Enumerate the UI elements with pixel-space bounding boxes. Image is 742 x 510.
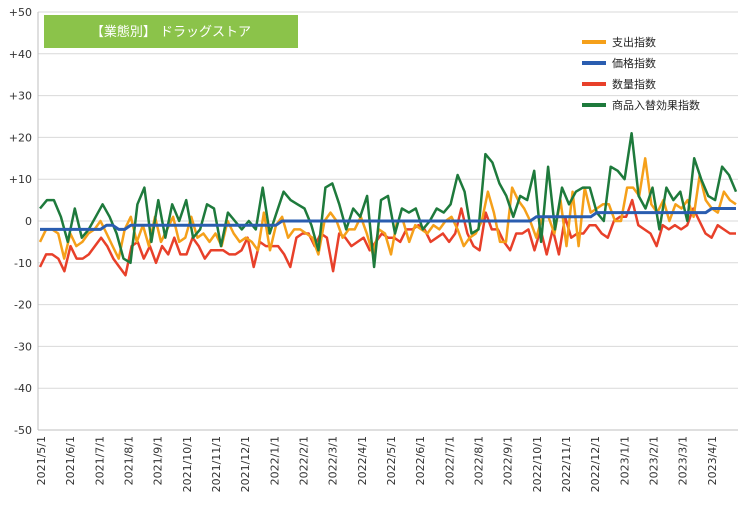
x-tick-label: 2021/11/1 (210, 436, 223, 492)
x-tick-label: 2022/11/1 (560, 436, 573, 492)
x-tick-label: 2022/12/1 (589, 436, 602, 492)
x-tick-label: 2023/1/1 (618, 436, 631, 485)
x-tick-label: 2022/3/1 (327, 436, 340, 485)
series-line-0 (38, 157, 737, 260)
y-tick-label: +50 (9, 6, 32, 19)
x-tick-label: 2023/3/1 (677, 436, 690, 485)
x-tick-label: 2021/12/1 (239, 436, 252, 492)
y-tick-label: +10 (9, 173, 32, 186)
series-lines (38, 131, 738, 277)
x-tick-label: 2023/4/1 (706, 436, 719, 485)
series-line-1 (40, 207, 736, 231)
y-tick-label: -50 (14, 424, 32, 437)
legend-label: 数量指数 (612, 77, 656, 91)
legend-label: 商品入替効果指数 (612, 98, 700, 112)
legend-label: 価格指数 (612, 56, 656, 70)
x-tick-label: 2022/5/1 (385, 436, 398, 485)
chart-title-box: 【業態別】 ドラッグストア (44, 15, 298, 48)
y-tick-label: -20 (14, 299, 32, 312)
x-tick-label: 2021/10/1 (181, 436, 194, 492)
series-line-3 (39, 131, 738, 269)
legend-label: 支出指数 (612, 35, 656, 49)
y-axis-ticks: +50 +40 +30 +20 +10 0 -10 -20 -30 -40 -50 (9, 6, 32, 437)
x-tick-label: 2022/2/1 (298, 436, 311, 485)
x-tick-label: 2022/9/1 (502, 436, 515, 485)
series-line-2 (38, 198, 736, 277)
chart-title-background (44, 15, 298, 48)
x-tick-label: 2021/8/1 (123, 436, 136, 485)
x-axis-ticks: 2021/5/1 2021/6/1 2021/7/1 2021/8/1 2021/9/1… (35, 436, 719, 492)
x-tick-label: 2022/6/1 (414, 436, 427, 485)
y-tick-label: -30 (14, 340, 32, 353)
y-tick-label: -10 (14, 257, 32, 270)
y-tick-label: +20 (9, 131, 32, 144)
y-tick-label: -40 (14, 382, 32, 395)
x-tick-label: 2023/2/1 (648, 436, 661, 485)
x-tick-label: 2021/6/1 (64, 436, 77, 485)
chart-title: 【業態別】 ドラッグストア (91, 24, 251, 40)
x-tick-label: 2022/8/1 (473, 436, 486, 485)
x-tick-label: 2021/5/1 (35, 436, 48, 485)
x-tick-label: 2022/4/1 (356, 436, 369, 485)
x-tick-label: 2022/1/1 (268, 436, 281, 485)
x-tick-label: 2022/7/1 (443, 436, 456, 485)
y-tick-label: +30 (9, 90, 32, 103)
x-tick-label: 2022/10/1 (531, 436, 544, 492)
x-tick-label: 2021/9/1 (152, 436, 165, 485)
x-tick-label: 2021/7/1 (93, 436, 106, 485)
y-tick-label: +40 (9, 48, 32, 61)
y-tick-label: 0 (25, 215, 32, 228)
